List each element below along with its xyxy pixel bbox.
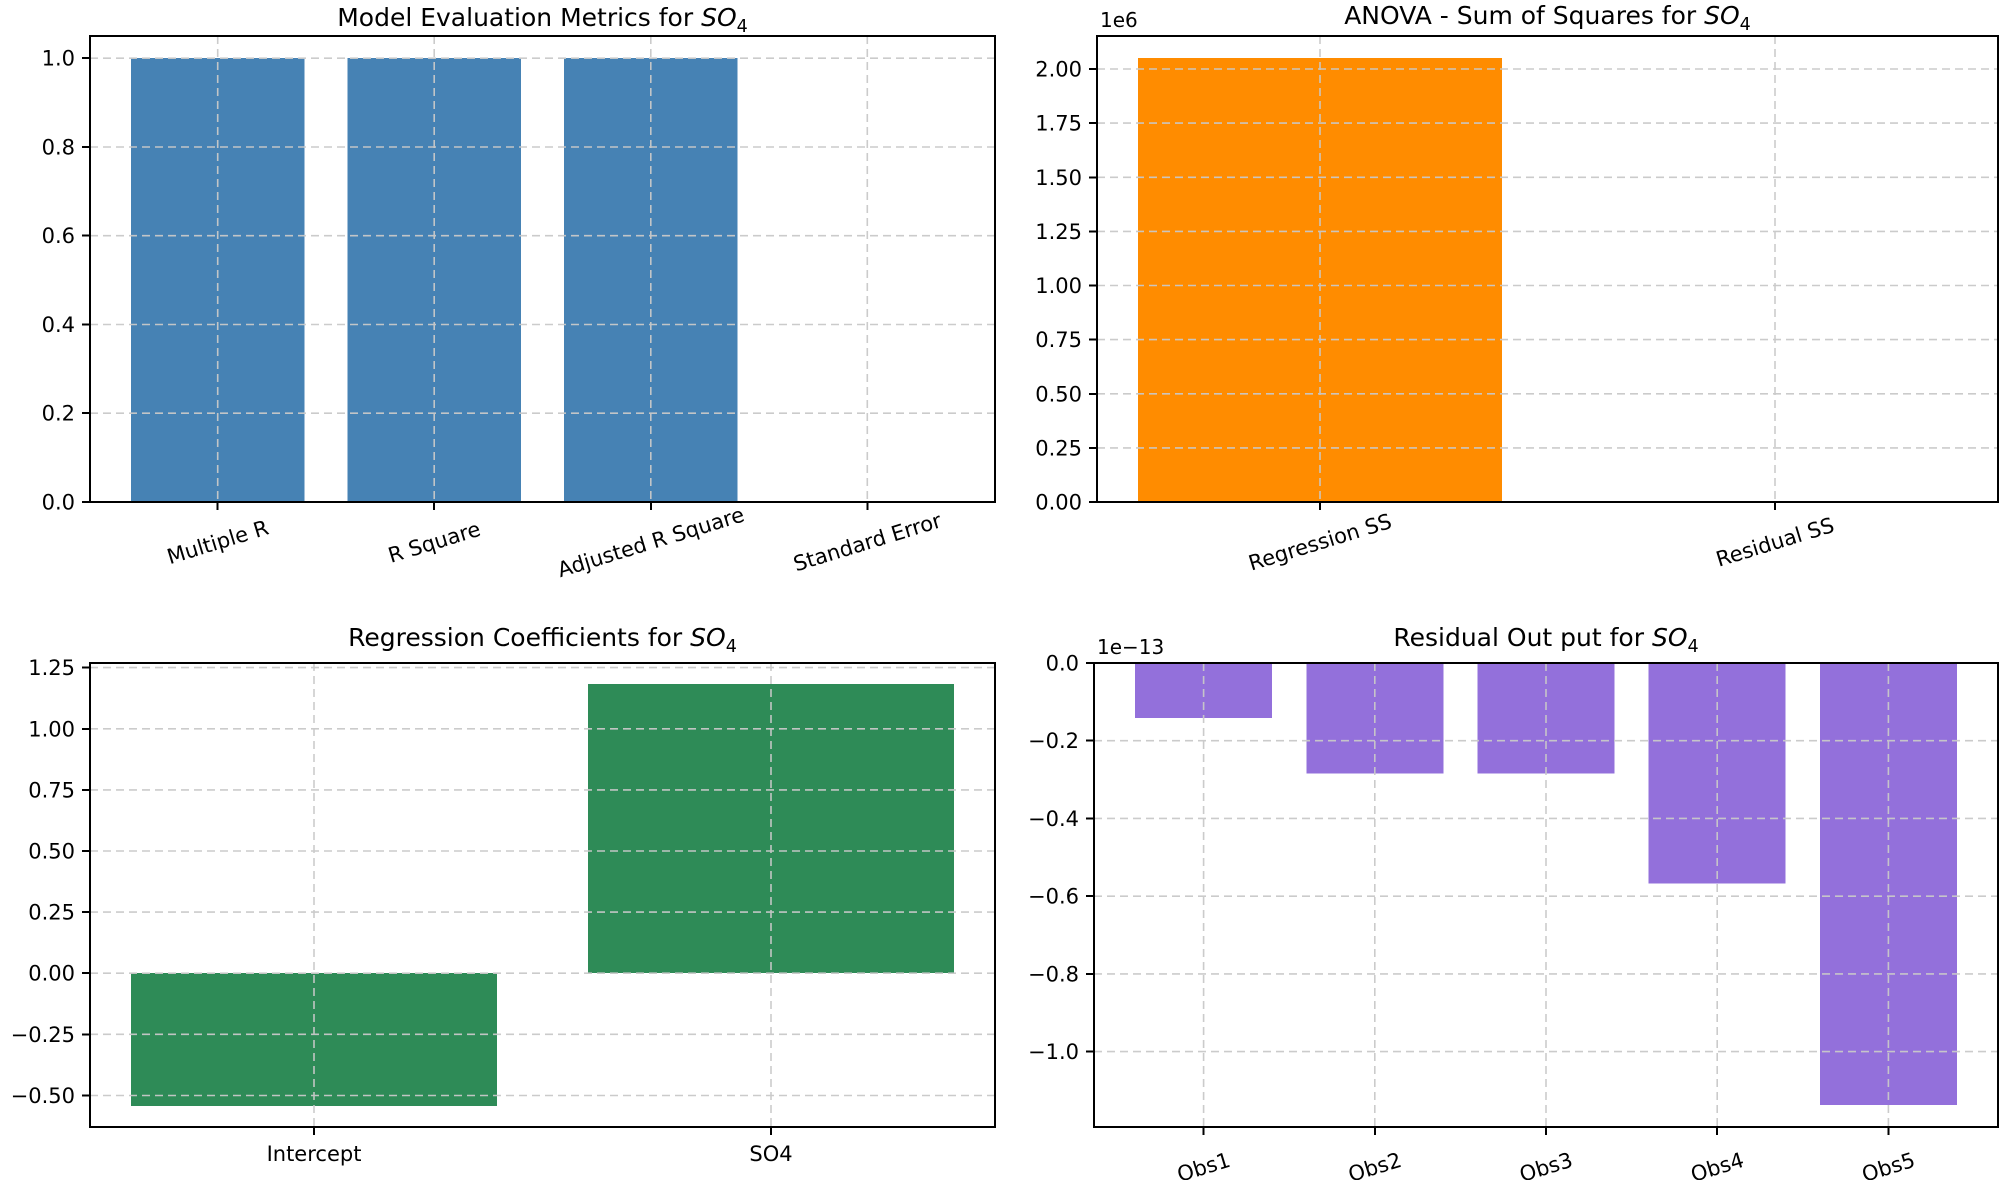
chart-title-regression-coefficients: Regression Coefficients for SO4: [90, 623, 995, 656]
axes-frame: [1096, 35, 1999, 503]
title-math-var: SO: [1651, 623, 1688, 652]
x-tick-label: Residual SS: [1713, 513, 1837, 572]
y-tick-label: 1.25: [28, 656, 75, 680]
title-math-sub: 4: [736, 17, 748, 37]
title-math-sub: 4: [1687, 637, 1699, 657]
y-tick-label: 1.00: [28, 717, 75, 741]
x-tick-label: Adjusted R Square: [555, 503, 747, 583]
x-tick-labels: Multiple R R Square Adjusted R Square Stand…: [164, 503, 944, 583]
bar-R Square: [347, 58, 521, 502]
chart-title-model-metrics: Model Evaluation Metrics for SO4: [90, 3, 995, 36]
title-text: Residual Out put for: [1393, 623, 1652, 652]
title-text: Model Evaluation Metrics for: [337, 3, 702, 32]
tick-marks: [1089, 68, 1776, 510]
y-tick-label: 0.75: [1035, 328, 1082, 352]
title-math-var: SO: [1704, 1, 1740, 30]
y-tick-label: 0.25: [28, 901, 75, 925]
y-tick-label: −0.6: [1028, 885, 1079, 909]
y-tick-label: 0.8: [42, 136, 75, 160]
x-tick-label: Regression SS: [1246, 509, 1395, 575]
x-tick-label: Obs2: [1345, 1148, 1404, 1180]
x-tick-label: Standard Error: [791, 508, 945, 576]
chart-anova-ss: 0.00 0.25 0.50 0.75 1.00 1.25 1.50 1.75 2.00 Regr…: [1035, 8, 1999, 575]
title-math-sub: 4: [1739, 15, 1751, 35]
chart-regression-coefficients: −0.50 −0.25 0.00 0.25 0.50 0.75 1.00 1.25 Interc…: [11, 656, 996, 1166]
y-tick-label: 1.75: [1035, 112, 1082, 136]
y-tick-label: 0.2: [42, 402, 75, 426]
y-tick-label: 0.00: [28, 962, 75, 986]
x-tick-label: Obs4: [1688, 1148, 1747, 1180]
chart-model-metrics: 0.0 0.2 0.4 0.6 0.8 1.0 Multiple R R Square Adju…: [42, 35, 996, 583]
y-tick-label: −0.50: [11, 1084, 75, 1108]
axis-offset-label: 1e6: [1100, 8, 1138, 32]
y-tick-label: 0.4: [42, 313, 75, 337]
y-tick-label: 0.50: [1035, 382, 1082, 406]
title-math-sub: 4: [725, 637, 737, 657]
y-tick-label: 0.25: [1035, 436, 1082, 460]
chart-title-residual-output: Residual Out put for SO4: [1094, 623, 1998, 656]
y-tick-label: 0.00: [1035, 491, 1082, 515]
y-tick-label: 2.00: [1035, 58, 1082, 82]
bars: [131, 684, 954, 1106]
title-text: ANOVA - Sum of Squares for: [1344, 1, 1705, 30]
gridlines: [90, 663, 995, 1127]
axes-frame: [89, 662, 996, 1128]
y-tick-label: 0.0: [42, 491, 75, 515]
y-tick-label: −0.8: [1028, 962, 1079, 986]
y-tick-labels: 0.0 −0.2 −0.4 −0.6 −0.8 −1.0: [1028, 652, 1079, 1065]
y-tick-label: 1.0: [42, 47, 75, 71]
tick-marks: [82, 57, 869, 510]
y-tick-label: 0.6: [42, 224, 75, 248]
y-tick-label: 1.00: [1035, 274, 1082, 298]
y-tick-label: 0.50: [28, 840, 75, 864]
bars: [1138, 58, 1502, 502]
y-tick-label: 0.75: [28, 778, 75, 802]
x-tick-labels: Regression SS Residual SS: [1246, 509, 1837, 575]
y-tick-label: −0.4: [1028, 807, 1079, 831]
x-tick-label: R Square: [385, 517, 483, 568]
y-tick-labels: 0.0 0.2 0.4 0.6 0.8 1.0: [42, 47, 75, 515]
y-tick-label: −0.25: [11, 1023, 75, 1047]
bar-Regression SS: [1138, 58, 1502, 502]
axes-frame: [89, 35, 996, 503]
y-tick-label: 1.50: [1035, 166, 1082, 190]
y-tick-label: 0.0: [1046, 652, 1079, 676]
chart-title-anova-ss: ANOVA - Sum of Squares for SO4: [1097, 1, 1998, 34]
y-tick-labels: 0.00 0.25 0.50 0.75 1.00 1.25 1.50 1.75 2.00: [1035, 58, 1082, 515]
tick-marks: [1086, 662, 1890, 1135]
bar-Multiple R: [131, 58, 305, 502]
x-tick-label: SO4: [749, 1142, 792, 1166]
title-text: Regression Coefficients for: [348, 623, 691, 652]
x-tick-label: Obs3: [1517, 1148, 1576, 1180]
y-tick-label: −1.0: [1028, 1040, 1079, 1064]
tick-marks: [82, 666, 772, 1135]
x-tick-label: Intercept: [267, 1142, 362, 1166]
title-math-var: SO: [690, 623, 726, 652]
bar-Adjusted R Square: [564, 58, 738, 502]
x-tick-label: Multiple R: [164, 516, 271, 570]
x-tick-label: Obs5: [1859, 1148, 1918, 1180]
y-tick-label: −0.2: [1028, 729, 1079, 753]
x-tick-labels: Intercept SO4: [267, 1142, 793, 1166]
axis-offset-label: 1e−13: [1097, 635, 1164, 659]
title-math-var: SO: [701, 3, 737, 32]
x-tick-labels: Obs1 Obs2 Obs3 Obs4 Obs5: [1174, 1148, 1918, 1180]
y-tick-labels: −0.50 −0.25 0.00 0.25 0.50 0.75 1.00 1.25: [11, 656, 75, 1108]
y-tick-label: 1.25: [1035, 220, 1082, 244]
x-tick-label: Obs1: [1174, 1148, 1233, 1180]
bars: [131, 58, 738, 502]
